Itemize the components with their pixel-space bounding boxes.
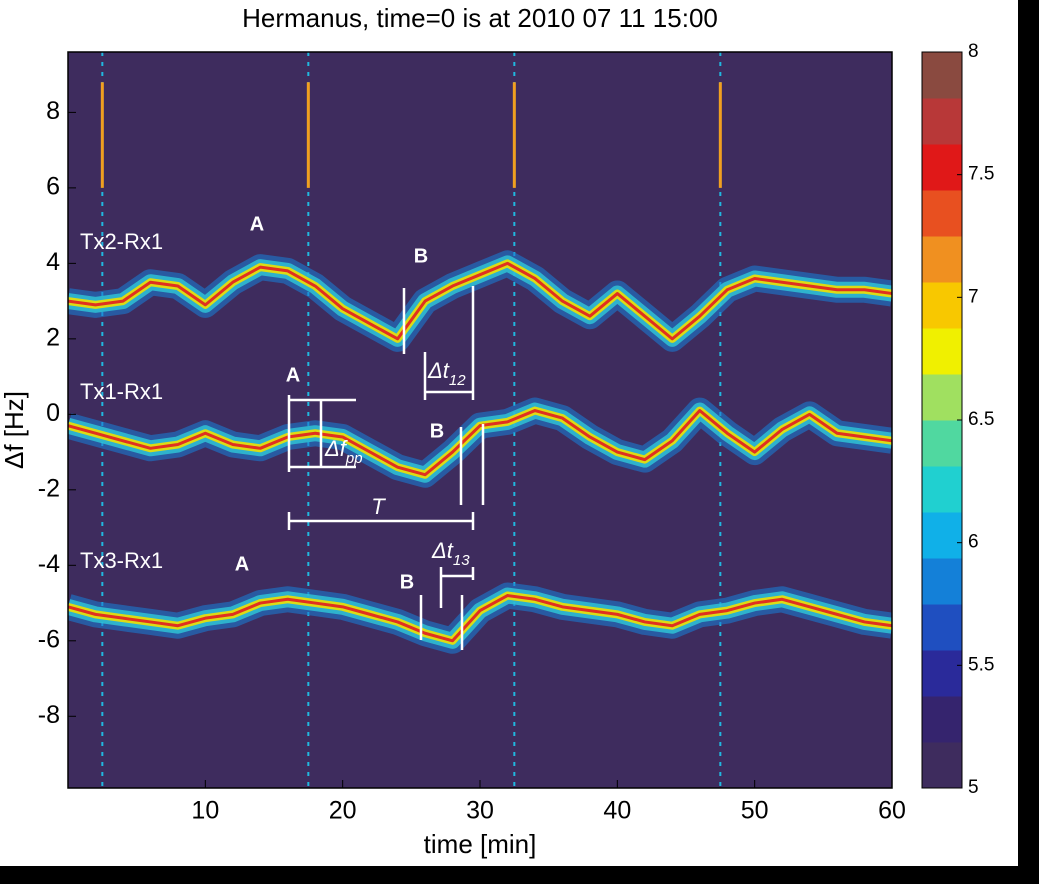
- colorbar-cell: [922, 466, 962, 513]
- x-axis-label: time [min]: [424, 829, 537, 859]
- y-tick-label: 8: [46, 97, 60, 125]
- y-axis-label: Δf [Hz]: [0, 391, 29, 469]
- annotation-period: T: [371, 494, 386, 519]
- colorbar-cell: [922, 604, 962, 651]
- colorbar-cell: [922, 236, 962, 283]
- label-b: B: [414, 245, 428, 267]
- colorbar-cell: [922, 98, 962, 145]
- label-b: B: [430, 420, 444, 442]
- y-tick-label: 6: [46, 172, 60, 200]
- colorbar-cell: [922, 328, 962, 375]
- colorbar-cell: [922, 696, 962, 743]
- trace-label: Tx1-Rx1: [80, 379, 163, 404]
- x-tick-label: 40: [603, 797, 631, 825]
- colorbar-cell: [922, 190, 962, 237]
- colorbar-cell: [922, 144, 962, 191]
- colorbar-tick-label: 5.5: [968, 654, 994, 675]
- x-tick-label: 60: [878, 797, 906, 825]
- trace: [68, 261, 892, 341]
- y-tick-label: -2: [38, 474, 60, 502]
- x-tick-label: 10: [191, 797, 219, 825]
- chart-title: Hermanus, time=0 is at 2010 07 11 15:00: [242, 3, 718, 33]
- label-a: A: [235, 553, 249, 575]
- colorbar-tick-label: 7: [968, 286, 979, 307]
- annotation-main: Δf: [324, 436, 349, 461]
- colorbar-tick-label: 6: [968, 532, 979, 553]
- label-b: B: [400, 571, 414, 593]
- y-tick-label: 0: [46, 399, 60, 427]
- x-tick-label: 30: [466, 797, 494, 825]
- colorbar-tick-label: 7.5: [968, 164, 994, 185]
- trace-label: Tx2-Rx1: [80, 229, 163, 254]
- trace: [68, 594, 892, 643]
- annotation-main: Δt: [427, 358, 450, 383]
- colorbar-cell: [922, 374, 962, 421]
- y-tick-label: -4: [38, 550, 60, 578]
- annotation-sub: 12: [449, 372, 466, 389]
- y-tick-label: 4: [46, 248, 60, 276]
- colorbar-tick-label: 8: [968, 41, 979, 62]
- y-tick-label: -8: [38, 701, 60, 729]
- colorbar-cell: [922, 558, 962, 605]
- colorbar-cell: [922, 282, 962, 329]
- label-a: A: [250, 213, 264, 235]
- colorbar-tick-label: 5: [968, 777, 979, 798]
- colorbar-cell: [922, 420, 962, 467]
- annotation: Δt12: [427, 358, 466, 389]
- label-a: A: [286, 364, 300, 386]
- y-tick-label: -6: [38, 625, 60, 653]
- x-tick-label: 50: [741, 797, 769, 825]
- colorbar-cell: [922, 512, 962, 559]
- annotation-sub: 13: [453, 552, 470, 569]
- annotation: Δt13: [431, 538, 470, 569]
- y-tick-label: 2: [46, 323, 60, 351]
- colorbar-tick-label: 6.5: [968, 409, 994, 430]
- plot-content: [68, 52, 892, 788]
- annotation: Δfpp: [324, 436, 363, 467]
- x-tick-label: 20: [329, 797, 357, 825]
- colorbar-cell: [922, 742, 962, 789]
- colorbar-cell: [922, 52, 962, 99]
- colorbar-cell: [922, 650, 962, 697]
- trace: [68, 409, 892, 477]
- annotation-main: Δt: [431, 538, 454, 563]
- trace-label: Tx3-Rx1: [80, 548, 163, 573]
- annotation-sub: pp: [345, 450, 363, 467]
